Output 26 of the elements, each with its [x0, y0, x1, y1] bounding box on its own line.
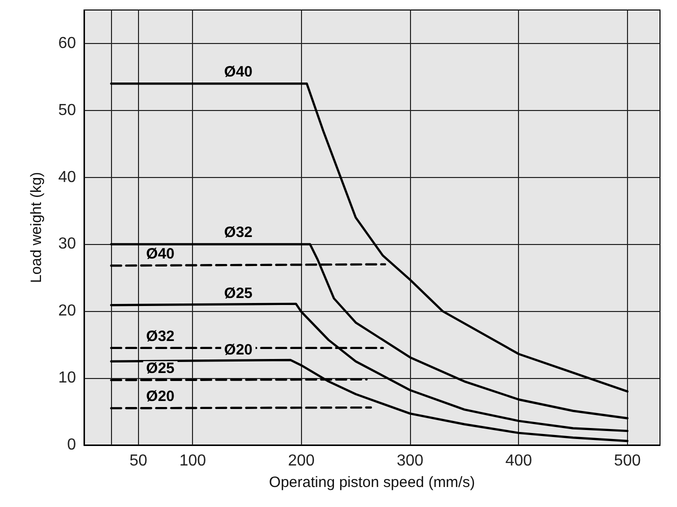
series-label: Ø25 [224, 285, 253, 302]
x-tick-label: 300 [396, 452, 424, 470]
series-label: Ø32 [146, 328, 175, 345]
series-label: Ø40 [224, 64, 253, 81]
x-tick-label: 50 [129, 452, 148, 470]
y-tick-label: 60 [58, 34, 76, 52]
y-tick-label: 40 [58, 168, 76, 186]
x-axis-title: Operating piston speed (mm/s) [269, 474, 475, 491]
x-tick-label: 500 [614, 452, 641, 470]
y-tick-label: 0 [67, 436, 76, 454]
line-series [110, 302, 628, 432]
series-label: Ø20 [146, 388, 175, 406]
line-series [110, 243, 628, 420]
x-tick-label: 400 [505, 452, 532, 470]
series-label: Ø25 [146, 360, 175, 378]
series-label: Ø20 [224, 341, 253, 358]
line-series [110, 358, 628, 442]
series-label: Ø40 [146, 246, 175, 263]
x-tick-label: 200 [288, 452, 315, 470]
y-tick-label: 30 [58, 236, 76, 253]
y-tick-label: 10 [58, 370, 76, 387]
x-tick-label: 100 [179, 452, 206, 470]
y-tick-label: 50 [58, 102, 76, 119]
y-axis-title: Load weight (kg) [28, 172, 45, 283]
series-label: Ø32 [224, 224, 253, 242]
y-tick-label: 20 [58, 302, 76, 320]
